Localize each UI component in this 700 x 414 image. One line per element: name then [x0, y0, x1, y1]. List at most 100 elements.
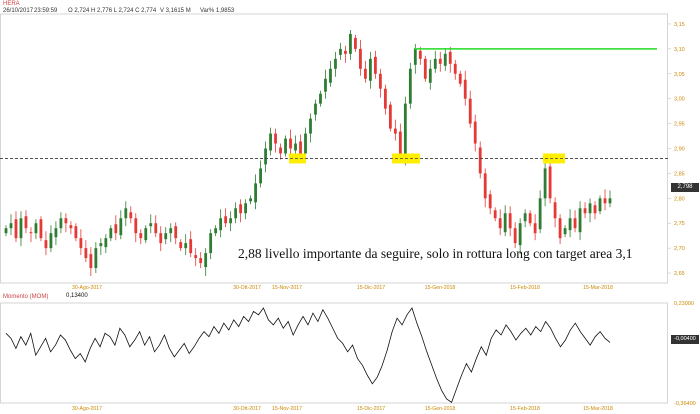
- candle-body: [249, 198, 252, 202]
- candle-body: [364, 68, 367, 79]
- candle-body: [468, 98, 472, 124]
- price-axis-label: 2,95: [674, 122, 685, 128]
- candle-body: [44, 240, 48, 249]
- candle-body: [104, 238, 108, 248]
- momentum-axis-label: -0,36400: [674, 401, 696, 407]
- momentum-date-label: 30-Ago-2017: [72, 406, 102, 412]
- candle-body: [329, 68, 332, 83]
- candle-body: [448, 51, 452, 64]
- candle-body: [598, 198, 602, 212]
- candle-body: [573, 218, 577, 229]
- candle-body: [558, 218, 562, 239]
- candle-body: [548, 166, 552, 199]
- candle-body: [49, 233, 53, 249]
- candle-body: [259, 168, 262, 184]
- momentum-axis-label: 0,23000: [674, 301, 694, 307]
- candle-body: [199, 258, 203, 264]
- candle-body: [139, 233, 143, 239]
- candle-body: [378, 73, 382, 89]
- candle-body: [553, 202, 557, 219]
- candle-body: [478, 147, 482, 174]
- candle-body: [344, 50, 347, 54]
- candle-body: [408, 68, 412, 104]
- candle-body: [438, 58, 442, 64]
- candle-body: [533, 223, 537, 234]
- candle-body: [99, 243, 103, 247]
- price-axis-label: 3,10: [674, 47, 685, 53]
- candle-body: [418, 50, 422, 59]
- candle-body: [39, 219, 43, 239]
- candle-body: [608, 198, 612, 204]
- candle-body: [403, 103, 407, 158]
- momentum-title: Momento (MOM): [3, 294, 49, 300]
- header-volume: V 3,1615 M: [160, 8, 191, 14]
- header-date: 26/10/2017: [3, 8, 34, 14]
- candle-body: [64, 218, 68, 224]
- candle-body: [518, 223, 522, 246]
- candle-body: [583, 208, 587, 214]
- candle-body: [483, 173, 487, 199]
- candle-body: [244, 203, 248, 214]
- momentum-current-value: 0,13400: [66, 293, 88, 299]
- price-date-label: 15-Nov-2017: [272, 285, 302, 290]
- support-highlight: [543, 153, 565, 164]
- candle-body: [164, 233, 168, 240]
- candle-body: [568, 218, 572, 231]
- candle-body: [294, 143, 297, 151]
- candle-body: [523, 213, 527, 222]
- analysis-annotation: 2,88 livello importante da seguire, solo…: [238, 246, 633, 261]
- candle-body: [194, 255, 198, 259]
- candle-body: [463, 79, 467, 99]
- price-date-label: 15-Gen-2018: [425, 285, 456, 290]
- candle-body: [24, 216, 28, 229]
- candle-body: [289, 138, 292, 149]
- candle-body: [74, 226, 78, 239]
- candle-body: [274, 133, 277, 144]
- price-axis-label: 2,70: [674, 246, 685, 252]
- candle-body: [14, 219, 18, 239]
- candle-body: [34, 223, 38, 234]
- candle-body: [538, 198, 542, 230]
- candle-body: [578, 208, 582, 233]
- momentum-last-value-tag: -0,00400: [671, 335, 699, 344]
- candle-body: [443, 53, 447, 66]
- candle-body: [373, 56, 377, 74]
- candle-body: [498, 218, 502, 229]
- candle-body: [269, 133, 272, 151]
- candle-body: [453, 63, 457, 74]
- momentum-series-line: [5, 307, 611, 403]
- price-axis-label: 2,80: [674, 196, 685, 202]
- candle-body: [179, 242, 183, 249]
- candle-body: [563, 228, 567, 235]
- candle-body: [209, 233, 213, 254]
- price-axis-label: 3,00: [674, 97, 685, 103]
- candle-body: [528, 213, 532, 224]
- candle-body: [119, 218, 123, 236]
- candle-body: [324, 78, 327, 92]
- candle-body: [393, 128, 397, 134]
- candle-body: [214, 228, 218, 234]
- candle-body: [239, 204, 243, 214]
- price-date-label: 15-Dic-2017: [357, 285, 385, 290]
- candle-body: [94, 248, 98, 269]
- candle-body: [309, 118, 312, 134]
- candle-body: [513, 228, 517, 244]
- candle-body: [154, 223, 158, 234]
- price-chart[interactable]: 3,15 3,10 3,05 3,00 2,95 2,90 2,85 2,80 2,75 2,70…: [0, 0, 700, 290]
- candle-body: [79, 238, 83, 249]
- candle-body: [398, 131, 402, 154]
- price-axis-label: 2,85: [674, 171, 685, 177]
- momentum-date-label: 15-Dic-2017: [357, 406, 385, 412]
- candle-body: [189, 239, 193, 254]
- momentum-date-label: 30-Ott-2017: [233, 406, 261, 412]
- candle-body: [19, 218, 23, 239]
- candle-body: [169, 228, 173, 234]
- momentum-date-label: 15-Nov-2017: [272, 406, 302, 412]
- candle-body: [508, 213, 512, 229]
- price-date-label: 15-Feb-2018: [510, 285, 540, 290]
- candle-body: [359, 48, 362, 69]
- candle-body: [219, 218, 223, 231]
- candle-body: [134, 218, 138, 234]
- candle-body: [388, 104, 392, 129]
